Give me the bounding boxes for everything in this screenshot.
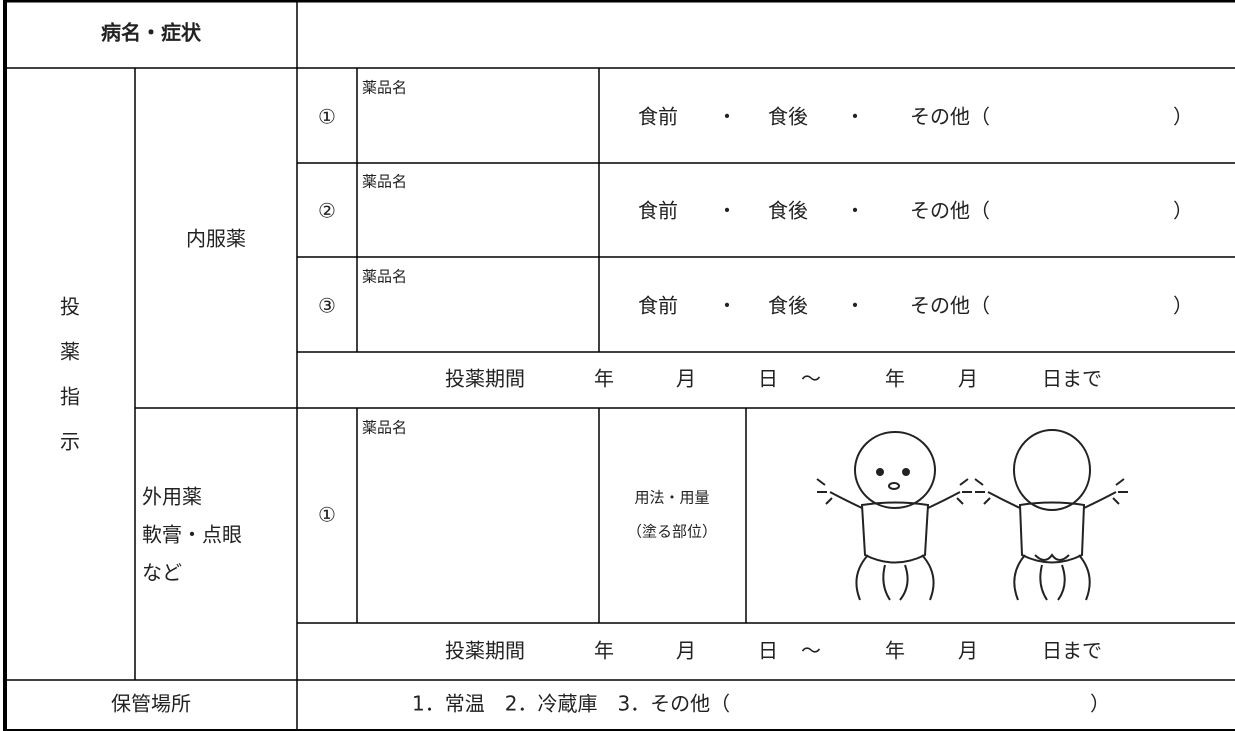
timing-option: ） [1173, 294, 1193, 318]
timing-option: ・ [845, 199, 865, 223]
drug-name-label: 薬品名 [362, 419, 407, 437]
drug-number: ① [318, 105, 336, 129]
timing-option: ） [1173, 199, 1193, 223]
drug-number: ① [318, 503, 336, 527]
medication-label-char: 指 [60, 385, 80, 409]
drug-name-label: 薬品名 [362, 268, 407, 286]
internal-label: 内服薬 [186, 227, 246, 251]
baby-back-illustration [974, 429, 1128, 601]
timing-option: 食後 [768, 199, 808, 223]
medication-label-char: 投 [60, 295, 80, 319]
baby-front-illustration [816, 431, 972, 601]
usage-label: 用法・用量 [634, 489, 709, 507]
timing-option: ・ [717, 199, 737, 223]
timing-option: 食前 [638, 199, 678, 223]
timing-option: ・ [717, 294, 737, 318]
period-part: 日まで [1042, 367, 1102, 391]
timing-option: ・ [845, 105, 865, 129]
period-part: 月 [676, 367, 696, 391]
period-part: ～ [801, 367, 821, 391]
timing-option: 食後 [768, 294, 808, 318]
drug-number: ② [318, 199, 336, 223]
period-part: 投薬期間 [445, 639, 525, 663]
period-part: 月 [958, 639, 978, 663]
external-label: 外用薬 [142, 485, 202, 509]
period-part: 年 [594, 367, 614, 391]
storage-close: ） [1090, 692, 1110, 716]
period-part: 日 [758, 367, 778, 391]
timing-option: ・ [845, 294, 865, 318]
diagnosis-label: 病名・症状 [101, 21, 202, 45]
period-part: 年 [594, 639, 614, 663]
period-part: 月 [958, 367, 978, 391]
timing-option: ・ [717, 105, 737, 129]
period-part: 日まで [1042, 639, 1102, 663]
timing-option: ） [1173, 105, 1193, 129]
timing-option: その他（ [910, 105, 990, 129]
drug-name-label: 薬品名 [362, 79, 407, 97]
period-part: 月 [676, 639, 696, 663]
period-part: ～ [801, 639, 821, 663]
timing-option: その他（ [910, 294, 990, 318]
usage-label: （塗る部位） [627, 523, 717, 541]
drug-name-label: 薬品名 [362, 173, 407, 191]
storage-options: 1．常温 2．冷蔵庫 3．その他（ [412, 692, 730, 716]
external-label: 軟膏・点眼 [142, 523, 242, 547]
period-part: 投薬期間 [445, 367, 525, 391]
period-part: 日 [758, 639, 778, 663]
timing-option: 食後 [768, 105, 808, 129]
timing-option: その他（ [910, 199, 990, 223]
medication-label-char: 薬 [60, 340, 80, 364]
timing-option: 食前 [638, 294, 678, 318]
medication-label-char: 示 [60, 430, 80, 454]
period-part: 年 [885, 639, 905, 663]
external-label: など [142, 561, 182, 585]
drug-number: ③ [318, 294, 336, 318]
storage-label: 保管場所 [111, 692, 191, 716]
timing-option: 食前 [638, 105, 678, 129]
period-part: 年 [885, 367, 905, 391]
